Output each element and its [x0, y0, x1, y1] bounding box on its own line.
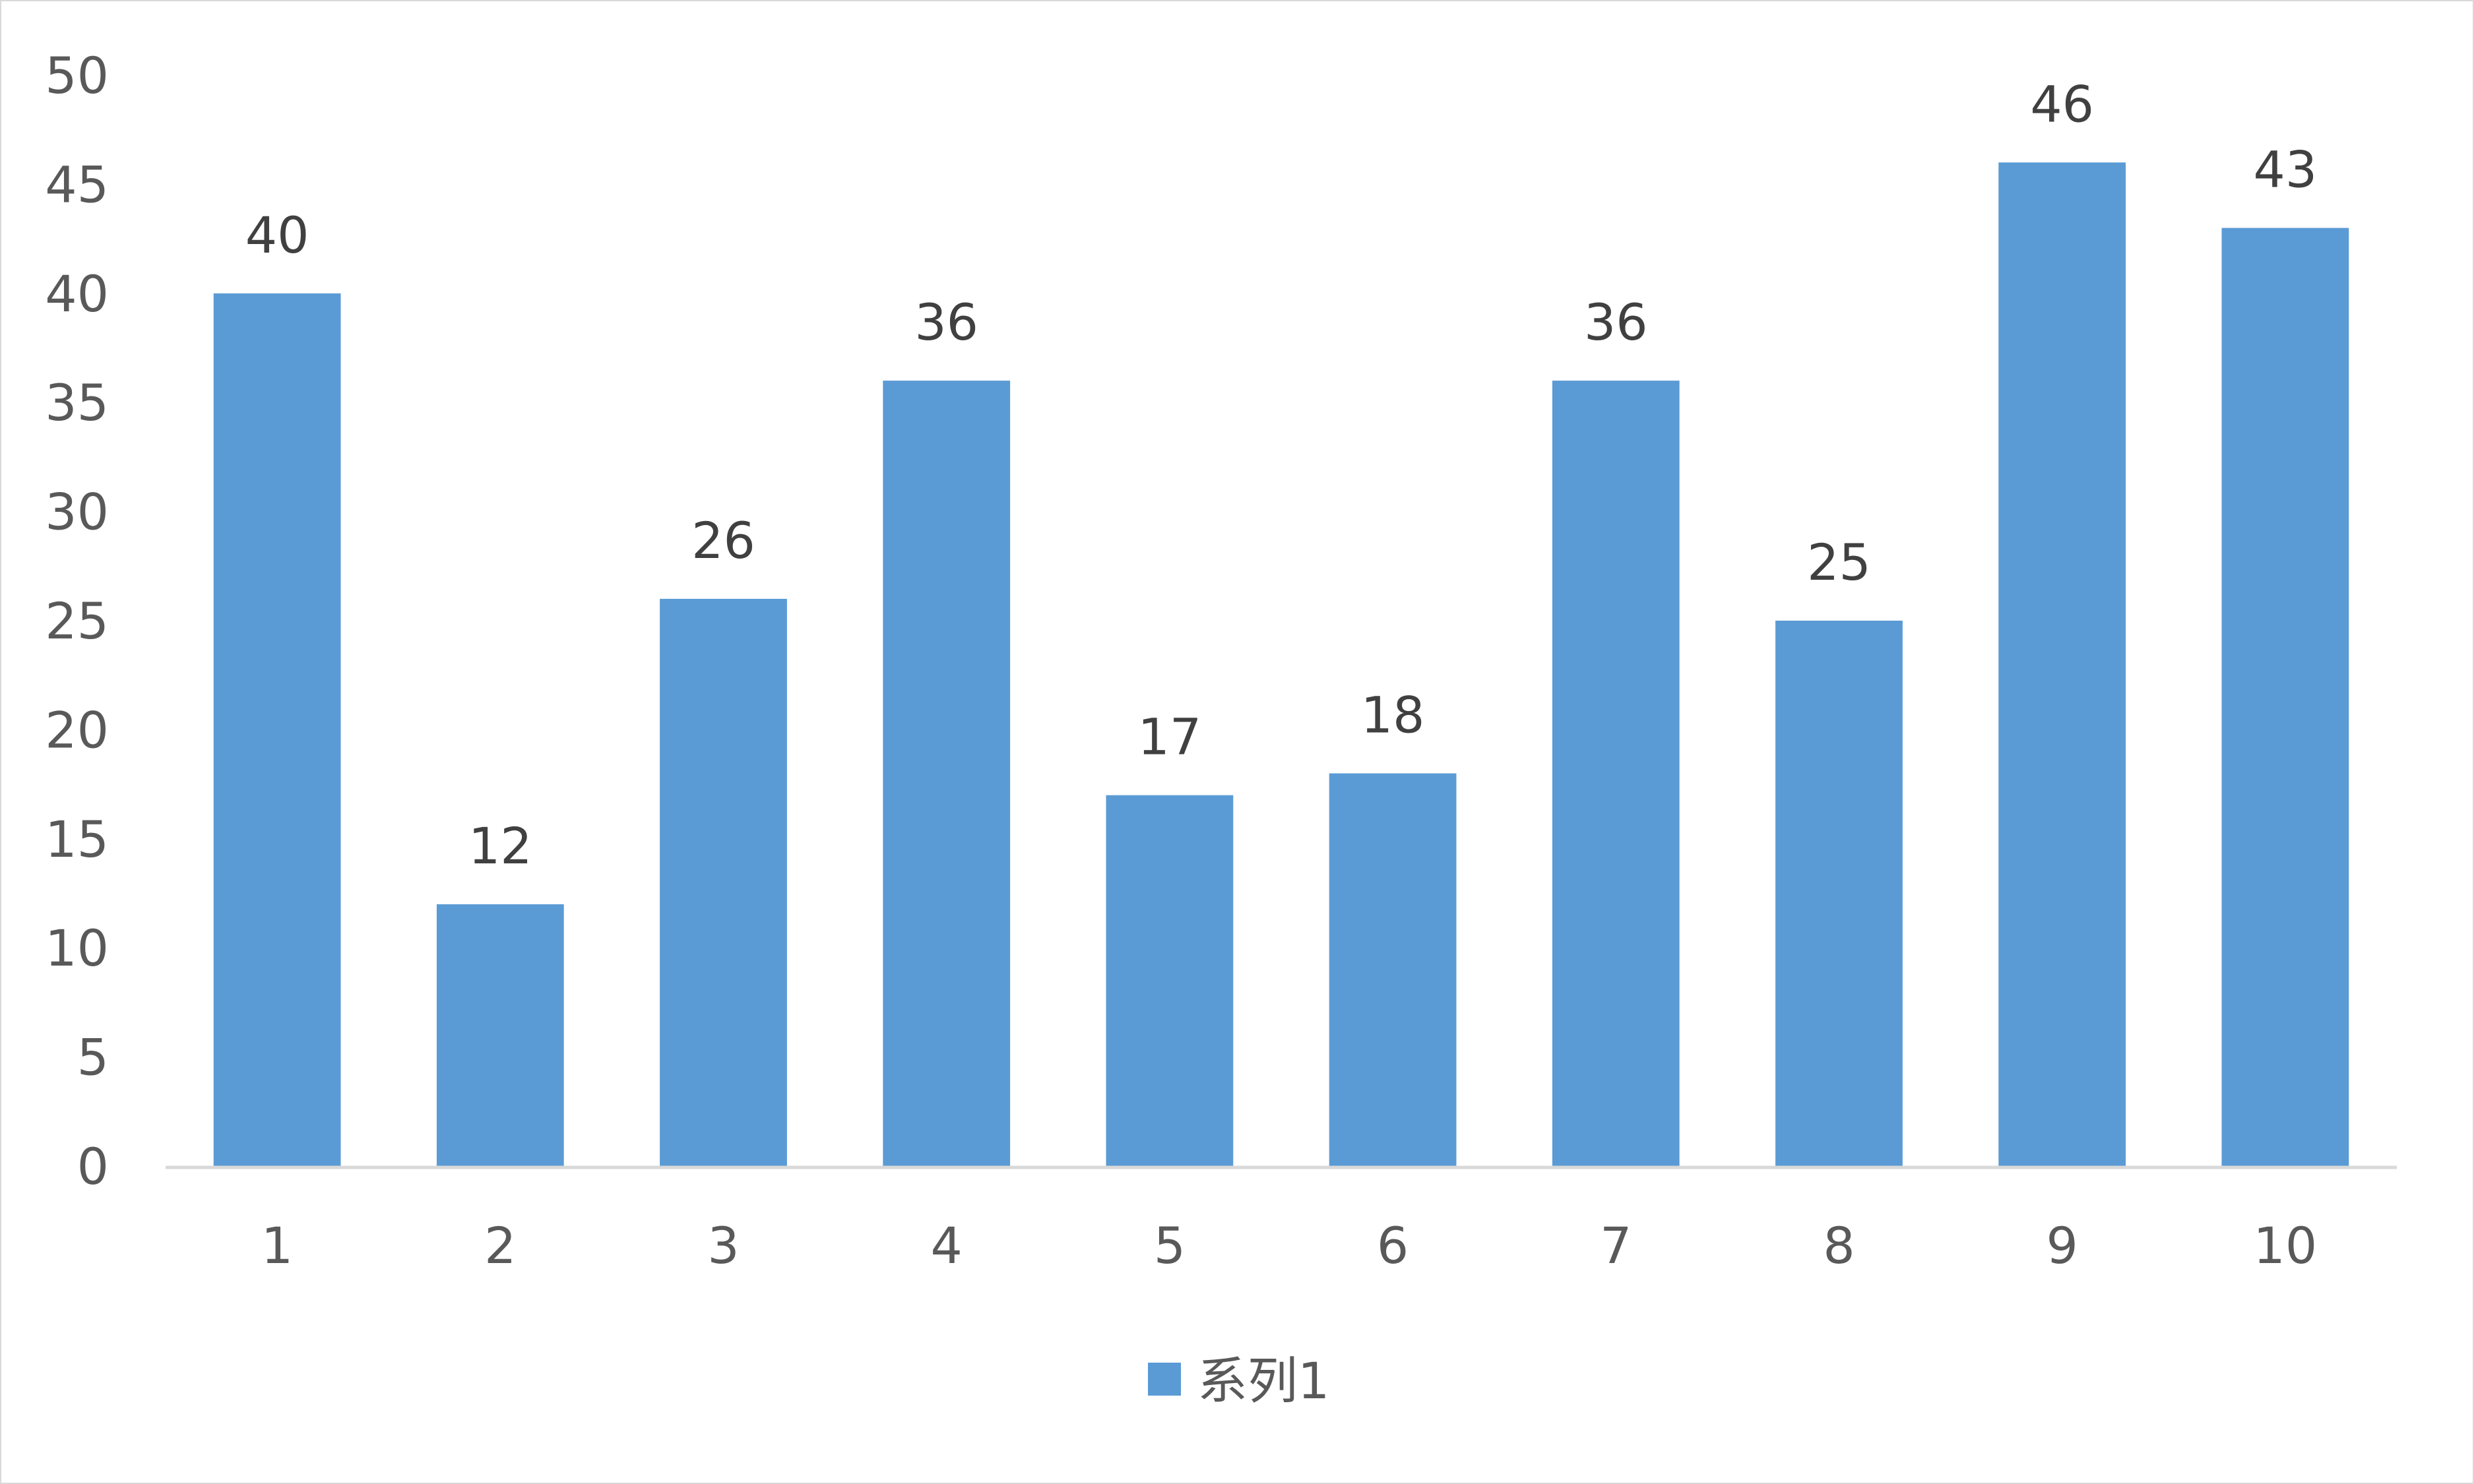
y-tick-label: 10 — [45, 919, 109, 977]
data-labels: 40 12 26 36 17 18 36 25 46 43 — [245, 75, 2318, 875]
legend-swatch-series-1 — [1148, 1363, 1181, 1396]
bar — [436, 904, 564, 1166]
y-tick-label: 30 — [45, 483, 109, 541]
bar — [213, 293, 341, 1166]
y-tick-label: 5 — [77, 1028, 109, 1087]
x-tick-label: 8 — [1823, 1216, 1855, 1275]
data-label: 36 — [914, 293, 978, 352]
data-label: 43 — [2254, 140, 2318, 199]
bar — [883, 381, 1011, 1166]
data-label: 25 — [1807, 533, 1871, 592]
y-tick-label: 45 — [45, 155, 109, 214]
data-label: 17 — [1138, 708, 1202, 766]
y-axis-ticks: 0 5 10 15 20 25 30 35 40 45 50 — [45, 46, 109, 1196]
y-tick-label: 0 — [77, 1137, 109, 1196]
legend: 系列1 — [1148, 1351, 1329, 1410]
x-tick-label: 1 — [261, 1216, 293, 1275]
bars — [213, 162, 2349, 1166]
bar — [1998, 162, 2126, 1166]
legend-label-series-1: 系列1 — [1197, 1351, 1329, 1410]
x-tick-label: 7 — [1600, 1216, 1632, 1275]
x-tick-label: 3 — [707, 1216, 739, 1275]
data-label: 40 — [245, 206, 309, 264]
y-tick-label: 35 — [45, 373, 109, 432]
bar — [1552, 381, 1680, 1166]
data-label: 26 — [691, 511, 755, 570]
x-tick-label: 5 — [1154, 1216, 1186, 1275]
data-label: 46 — [2030, 75, 2094, 133]
x-axis-ticks: 1 2 3 4 5 6 7 8 9 10 — [261, 1216, 2317, 1275]
bar — [1775, 621, 1903, 1166]
y-tick-label: 40 — [45, 264, 109, 323]
x-tick-label: 9 — [2046, 1216, 2078, 1275]
x-tick-label: 6 — [1377, 1216, 1409, 1275]
y-tick-label: 25 — [45, 592, 109, 650]
x-tick-label: 2 — [484, 1216, 516, 1275]
x-tick-label: 10 — [2254, 1216, 2318, 1275]
bar — [660, 598, 787, 1166]
y-tick-label: 15 — [45, 810, 109, 869]
data-label: 36 — [1584, 293, 1648, 352]
y-tick-label: 50 — [45, 46, 109, 105]
bar — [1329, 773, 1457, 1166]
bar — [2221, 228, 2349, 1166]
data-label: 18 — [1361, 686, 1425, 745]
bar — [1106, 795, 1234, 1166]
x-tick-label: 4 — [931, 1216, 963, 1275]
data-label: 12 — [468, 817, 532, 875]
y-tick-label: 20 — [45, 700, 109, 759]
